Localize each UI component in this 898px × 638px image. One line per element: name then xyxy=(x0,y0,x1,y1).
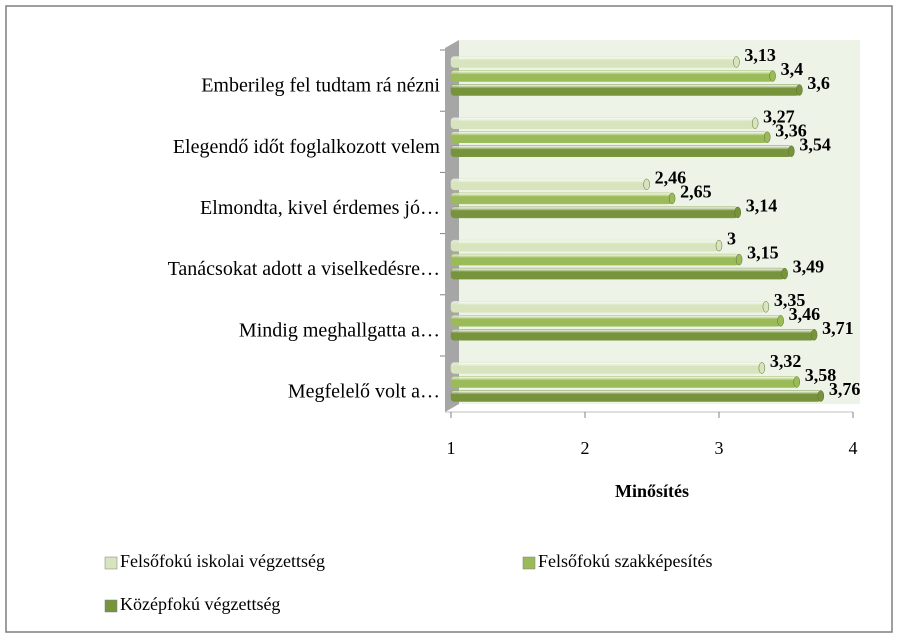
legend-swatch xyxy=(522,556,536,570)
bar-cap xyxy=(781,267,788,280)
plot-back-wall xyxy=(459,40,860,404)
category-label: Megfelelő volt a… xyxy=(288,381,440,403)
bar xyxy=(450,362,763,374)
value-label: 3,14 xyxy=(746,196,778,216)
category-label: Tanácsokat adott a viselkedésre… xyxy=(168,258,440,280)
category-label: Elegendő időt foglalkozott velem xyxy=(173,136,441,158)
value-label: 2,65 xyxy=(680,182,712,202)
bar xyxy=(450,390,822,402)
bar xyxy=(450,315,781,327)
bar-cap xyxy=(763,131,771,143)
bar-cap xyxy=(715,239,723,252)
legend-label: Felsőfokú szakképesítés xyxy=(538,551,712,571)
bar xyxy=(450,329,815,341)
value-label: 3,71 xyxy=(822,318,854,338)
bar-cap xyxy=(668,192,676,205)
value-label: 3,15 xyxy=(747,243,779,263)
bar-cap xyxy=(734,206,742,219)
bar xyxy=(450,206,739,219)
value-label: 3,4 xyxy=(781,59,804,79)
bar-cap xyxy=(758,362,766,374)
value-label: 3,36 xyxy=(775,120,807,140)
value-label: 3,13 xyxy=(744,45,776,65)
x-tick-label: 4 xyxy=(849,438,858,458)
bar-cap xyxy=(643,178,650,191)
bar-cap xyxy=(788,145,795,157)
bar-cap xyxy=(810,329,818,341)
value-label: 2,46 xyxy=(655,168,687,188)
legend-swatch xyxy=(104,599,118,613)
bar xyxy=(450,178,647,191)
bar xyxy=(450,376,797,388)
legend-label: Középfokú végzettség xyxy=(120,594,280,614)
value-label: 3,76 xyxy=(829,379,861,399)
bar xyxy=(450,117,756,129)
value-label: 3,46 xyxy=(789,304,821,324)
value-label: 3,49 xyxy=(793,257,825,277)
bar-cap xyxy=(735,253,743,266)
legend-label: Felsőfokú iskolai végzettség xyxy=(120,551,325,571)
value-label: 3,6 xyxy=(807,73,830,93)
bar-cap xyxy=(793,376,800,388)
bar xyxy=(450,253,740,266)
bar xyxy=(450,70,773,82)
value-label: 3 xyxy=(727,229,736,249)
plot-side-wall xyxy=(445,40,459,412)
bar xyxy=(450,301,767,313)
x-tick-label: 3 xyxy=(715,438,724,458)
bar xyxy=(450,267,785,280)
bar xyxy=(450,192,673,205)
value-label: 3,27 xyxy=(763,106,795,126)
bar xyxy=(450,56,737,68)
bar xyxy=(450,84,800,96)
bar-cap xyxy=(796,84,803,96)
value-label: 3,54 xyxy=(799,134,831,154)
bar-cap xyxy=(769,70,776,82)
bar xyxy=(450,131,768,143)
value-label: 3,58 xyxy=(805,365,837,385)
bar xyxy=(450,145,792,157)
category-label: Elmondta, kivel érdemes jó… xyxy=(200,197,440,219)
category-label: Emberileg fel tudtam rá nézni xyxy=(201,75,440,97)
bar xyxy=(450,239,720,252)
value-label: 3,32 xyxy=(770,351,802,371)
bar-cap xyxy=(751,117,759,129)
bar-cap xyxy=(777,315,784,327)
x-tick-label: 2 xyxy=(581,438,590,458)
category-label: Mindig meghallgatta a… xyxy=(239,319,440,341)
legend-swatch xyxy=(104,556,118,570)
x-axis-label: Minősítés xyxy=(615,481,689,501)
bar-cap xyxy=(817,390,825,402)
bar-cap xyxy=(762,301,770,313)
value-label: 3,35 xyxy=(774,290,806,310)
x-tick-label: 1 xyxy=(447,438,456,458)
bar-cap xyxy=(733,56,740,68)
